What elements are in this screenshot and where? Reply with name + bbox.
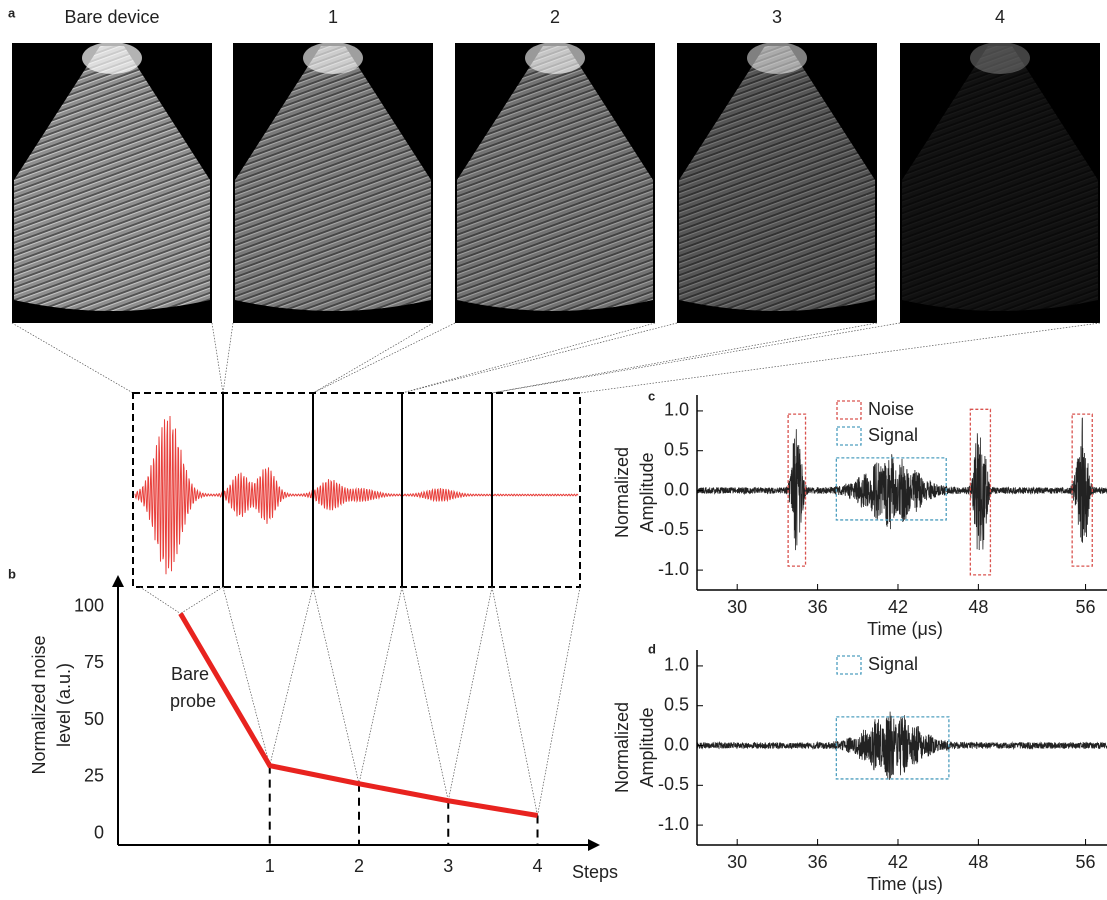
signal-trace bbox=[696, 711, 1107, 780]
connector bbox=[180, 586, 224, 614]
legend-swatch bbox=[836, 400, 862, 420]
x-tick-label: 48 bbox=[968, 852, 988, 872]
waveform-box bbox=[132, 392, 581, 588]
image-connectors bbox=[11, 322, 1101, 394]
x-tick-label: 56 bbox=[1076, 597, 1096, 617]
legend-label: Noise bbox=[868, 399, 914, 419]
x-tick-label: 1 bbox=[265, 856, 275, 876]
panel-label: a bbox=[8, 5, 16, 20]
x-tick-label: 30 bbox=[727, 597, 747, 617]
image-title: 3 bbox=[772, 7, 782, 27]
y-tick-label: 0.5 bbox=[664, 694, 689, 714]
x-tick-label: 36 bbox=[808, 852, 828, 872]
y-tick-label: 1.0 bbox=[664, 400, 689, 420]
y-tick-label: 0.0 bbox=[664, 734, 689, 754]
panel-label: b bbox=[8, 566, 16, 581]
connector bbox=[312, 586, 360, 784]
ultrasound-fan bbox=[14, 46, 210, 311]
ultrasound-fan bbox=[235, 46, 431, 311]
ultrasound-fan bbox=[902, 46, 1098, 311]
axis-arrow bbox=[112, 575, 124, 587]
region-box bbox=[787, 413, 807, 567]
y-tick-label: -0.5 bbox=[658, 774, 689, 794]
image-title: 2 bbox=[550, 7, 560, 27]
connector bbox=[491, 586, 538, 816]
x-tick-label: 42 bbox=[888, 597, 908, 617]
fan-apex bbox=[82, 42, 142, 74]
annotation: Bare bbox=[171, 664, 209, 684]
connector bbox=[401, 586, 449, 801]
panel-label: c bbox=[648, 388, 655, 403]
y-tick-label: 1.0 bbox=[664, 655, 689, 675]
ultrasound-fan bbox=[457, 46, 653, 311]
y-tick-label: 25 bbox=[84, 766, 104, 786]
annotation: probe bbox=[170, 691, 216, 711]
y-tick-label: -0.5 bbox=[658, 519, 689, 539]
image-title: Bare device bbox=[64, 7, 159, 27]
legend-swatch bbox=[836, 655, 862, 675]
connector bbox=[447, 586, 493, 801]
y-axis-label: level (a.u.) bbox=[54, 663, 74, 747]
image-title: 1 bbox=[328, 7, 338, 27]
y-axis-label: Normalized bbox=[612, 447, 632, 538]
y-axis-label: Amplitude bbox=[637, 452, 657, 532]
x-tick-label: 48 bbox=[968, 597, 988, 617]
x-tick-label: 42 bbox=[888, 852, 908, 872]
region-box bbox=[835, 716, 950, 780]
connector bbox=[222, 586, 271, 766]
x-tick-label: 36 bbox=[808, 597, 828, 617]
y-tick-label: -1.0 bbox=[658, 814, 689, 834]
region-box bbox=[969, 408, 992, 576]
fan-apex bbox=[525, 42, 585, 74]
x-tick-label: 2 bbox=[354, 856, 364, 876]
image-row bbox=[12, 42, 1100, 323]
y-axis-label: Amplitude bbox=[637, 707, 657, 787]
connector bbox=[139, 586, 181, 614]
legend-swatch bbox=[836, 426, 862, 446]
connector bbox=[358, 586, 403, 784]
signal-trace bbox=[696, 417, 1107, 551]
y-tick-label: 100 bbox=[74, 596, 104, 616]
y-tick-label: 0.0 bbox=[664, 479, 689, 499]
x-tick-label: 3 bbox=[443, 856, 453, 876]
x-tick-label: 56 bbox=[1076, 852, 1096, 872]
legend-label: Signal bbox=[868, 654, 918, 674]
y-tick-label: 0 bbox=[94, 822, 104, 842]
fan-apex bbox=[747, 42, 807, 74]
region-box bbox=[835, 457, 947, 521]
connector bbox=[537, 586, 581, 816]
noise-line bbox=[178, 612, 538, 818]
axis-arrow bbox=[588, 839, 600, 851]
ultrasound-fan bbox=[679, 46, 875, 311]
y-tick-label: -1.0 bbox=[658, 559, 689, 579]
image-title: 4 bbox=[995, 7, 1005, 27]
x-tick-label: 30 bbox=[727, 852, 747, 872]
x-axis-label: Time (μs) bbox=[867, 619, 943, 639]
x-axis-label: Time (μs) bbox=[867, 874, 943, 894]
connector bbox=[269, 586, 314, 766]
x-axis-label: Steps bbox=[572, 862, 618, 882]
y-tick-label: 0.5 bbox=[664, 439, 689, 459]
panel-label: d bbox=[648, 641, 656, 656]
fan-apex bbox=[970, 42, 1030, 74]
legend-label: Signal bbox=[868, 425, 918, 445]
red-waveform bbox=[134, 415, 579, 575]
fan-apex bbox=[303, 42, 363, 74]
y-tick-label: 75 bbox=[84, 652, 104, 672]
y-tick-label: 50 bbox=[84, 709, 104, 729]
region-box bbox=[1071, 413, 1093, 567]
y-axis-label: Normalized bbox=[612, 702, 632, 793]
x-tick-label: 4 bbox=[533, 856, 543, 876]
y-axis-label: Normalized noise bbox=[29, 635, 49, 774]
